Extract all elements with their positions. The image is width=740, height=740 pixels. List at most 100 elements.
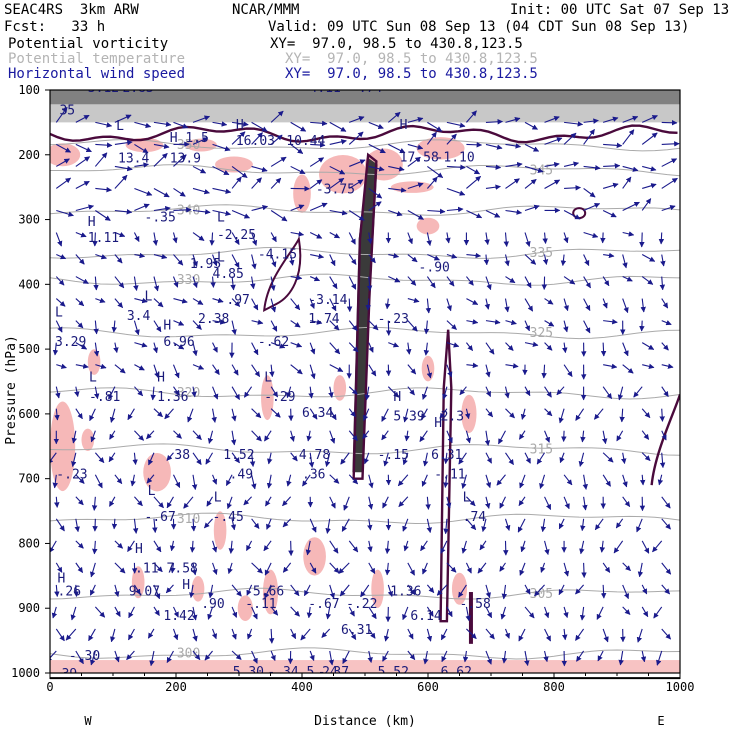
wind-vector: [251, 408, 262, 418]
wind-vector: [600, 584, 607, 599]
wind-vector: [270, 254, 277, 268]
wind-vector: [421, 474, 428, 487]
wind-vector: [640, 650, 647, 663]
wind-vector: [114, 650, 120, 663]
wind-vector: [518, 496, 526, 507]
wind-vector: [133, 584, 141, 595]
wind-vector: [622, 606, 631, 615]
wind-vector: [560, 254, 567, 267]
wind-vector: [309, 650, 315, 662]
wind-vector: [485, 584, 491, 599]
wind-vector: [384, 298, 391, 310]
wind-vector: [290, 143, 304, 154]
wind-vector: [425, 496, 431, 510]
extremum-label: H 1.5: [170, 131, 209, 146]
wind-vector: [324, 452, 331, 468]
wind-vector: [524, 121, 538, 130]
wind-vector: [153, 320, 162, 333]
wind-vector: [114, 474, 123, 485]
wind-vector: [485, 364, 491, 378]
wind-vector: [114, 114, 132, 123]
wind-vector: [348, 430, 358, 442]
extremum-label: 10.44: [286, 134, 325, 149]
wind-vector: [622, 298, 629, 314]
extremum-label: L: [463, 490, 471, 505]
wind-vector: [420, 540, 428, 552]
wind-vector: [192, 452, 202, 465]
wind-vector: [422, 562, 428, 575]
wind-vector: [210, 276, 216, 288]
wind-vector: [641, 452, 651, 461]
extremum-label: .49: [230, 468, 253, 483]
wind-vector: [558, 584, 565, 596]
wind-vector: [270, 650, 276, 662]
wind-vector: [440, 628, 448, 641]
wind-vector: [251, 319, 264, 325]
wind-vector: [75, 408, 83, 420]
wind-vector: [661, 363, 674, 369]
y-tick-label: 100: [18, 83, 40, 97]
wind-vector: [109, 408, 116, 423]
wind-vector: [192, 430, 202, 440]
wind-vector: [466, 110, 477, 123]
wind-vector: [583, 231, 599, 239]
wind-vector: [407, 297, 420, 303]
wind-vector: [641, 540, 650, 554]
wind-vector: [406, 342, 412, 355]
wind-vector: [575, 628, 585, 641]
wind-vector: [302, 474, 311, 487]
wind-vector: [231, 320, 237, 336]
theta-contour-line: [50, 326, 680, 340]
extremum-label: .74: [463, 510, 487, 525]
wind-vector: [485, 184, 501, 190]
wind-vector: [524, 276, 532, 289]
wind-vector: [368, 254, 376, 264]
wind-vector: [576, 650, 585, 662]
wind-vector: [189, 584, 195, 599]
wind-vector: [75, 156, 91, 167]
wind-vector: [89, 562, 96, 578]
wind-vector: [134, 203, 150, 211]
header-center-label: NCAR/MMM: [232, 2, 300, 18]
wind-vector: [173, 121, 189, 129]
wind-vector: [212, 209, 232, 217]
x-tick-label: 1000: [666, 680, 695, 694]
wind-vector: [652, 540, 663, 553]
wind-vector: [368, 606, 377, 620]
wind-vector: [128, 628, 135, 641]
wind-vector: [93, 342, 100, 357]
wind-vector: [407, 386, 415, 396]
extremum-label: -2.25: [217, 228, 256, 243]
wind-vector: [55, 562, 63, 573]
extremum-label: .38: [167, 448, 190, 463]
wind-vector: [442, 386, 448, 400]
wind-vector: [422, 452, 429, 467]
wind-vector: [544, 115, 560, 123]
wind-vector: [524, 452, 531, 464]
pv-tropopause-contour: [50, 124, 678, 144]
extremum-label: L: [89, 371, 97, 386]
theta-contour-label: 300: [177, 647, 200, 662]
wind-vector: [251, 232, 258, 246]
wind-speed-blob: [333, 375, 347, 401]
wind-vector: [518, 628, 526, 642]
wind-vector: [290, 121, 307, 132]
extremum-label: 1.52: [223, 448, 254, 463]
wind-vector: [52, 474, 58, 489]
x-tick-label: 200: [165, 680, 187, 694]
wind-vector: [126, 650, 135, 661]
wind-vector: [661, 584, 671, 595]
wind-vector: [308, 386, 314, 399]
y-tick-label: 400: [18, 277, 40, 291]
wind-vector: [421, 408, 428, 420]
wind-vector: [270, 408, 281, 418]
wind-vector: [75, 342, 88, 350]
wind-vector: [642, 363, 655, 370]
wind-vector: [583, 254, 590, 266]
extremum-label: 2.38: [198, 312, 229, 327]
wind-vector: [94, 474, 103, 489]
wind-vector: [164, 408, 174, 420]
pv-tower-shading: [352, 158, 378, 473]
wind-vector: [94, 152, 108, 167]
